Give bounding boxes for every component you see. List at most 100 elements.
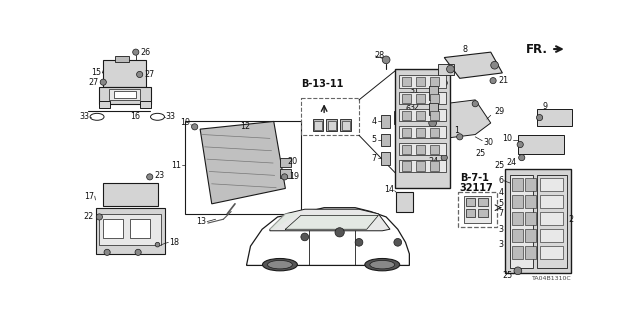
Bar: [415, 111, 425, 120]
Text: 1: 1: [454, 126, 460, 135]
Text: 6: 6: [406, 105, 410, 115]
Text: 32117: 32117: [460, 183, 493, 193]
Polygon shape: [270, 214, 297, 229]
Ellipse shape: [262, 258, 298, 271]
Text: TA04B1310C: TA04B1310C: [532, 276, 572, 281]
Text: 14: 14: [384, 185, 394, 194]
Text: 20: 20: [288, 157, 298, 166]
Text: 24: 24: [506, 158, 516, 167]
Text: 23: 23: [154, 171, 164, 180]
Bar: [415, 77, 425, 86]
Bar: [505, 169, 571, 273]
Circle shape: [335, 228, 344, 237]
Bar: [429, 103, 438, 115]
Circle shape: [429, 119, 436, 127]
Text: 33: 33: [79, 112, 90, 121]
Bar: [458, 192, 497, 227]
Bar: [399, 92, 446, 105]
Bar: [511, 229, 522, 241]
Circle shape: [491, 61, 499, 69]
Bar: [109, 89, 140, 100]
Bar: [415, 161, 425, 171]
Ellipse shape: [90, 113, 104, 120]
Text: 4: 4: [498, 188, 503, 197]
Text: 5: 5: [498, 198, 503, 208]
Bar: [525, 229, 536, 241]
Bar: [429, 161, 439, 171]
Bar: [415, 94, 425, 103]
Text: 19: 19: [180, 118, 190, 128]
Bar: [131, 219, 150, 239]
Polygon shape: [285, 215, 378, 229]
Text: 24: 24: [429, 157, 439, 166]
Text: 27: 27: [88, 78, 99, 87]
Bar: [402, 128, 411, 137]
Ellipse shape: [365, 258, 400, 271]
Text: 24: 24: [429, 83, 439, 92]
Circle shape: [155, 242, 160, 247]
Bar: [415, 145, 425, 154]
Circle shape: [132, 49, 139, 55]
Text: 33: 33: [165, 112, 175, 121]
Polygon shape: [429, 100, 491, 138]
Circle shape: [136, 71, 143, 78]
Text: 7: 7: [498, 209, 503, 218]
Bar: [429, 145, 439, 154]
Text: 25: 25: [476, 149, 486, 158]
Bar: [399, 75, 446, 87]
Polygon shape: [444, 52, 502, 78]
Circle shape: [441, 154, 447, 161]
Polygon shape: [270, 209, 390, 231]
Bar: [525, 178, 536, 191]
Bar: [540, 195, 563, 208]
Circle shape: [191, 124, 198, 130]
Text: 3: 3: [498, 240, 503, 249]
Text: 12: 12: [241, 122, 250, 131]
Text: 5: 5: [372, 136, 377, 145]
Bar: [466, 209, 476, 217]
Bar: [99, 101, 110, 108]
Bar: [429, 128, 439, 137]
Text: 7: 7: [372, 154, 377, 163]
Bar: [402, 161, 411, 171]
Bar: [478, 209, 488, 217]
Bar: [402, 145, 411, 154]
Text: 29: 29: [495, 107, 505, 116]
Bar: [314, 121, 322, 130]
Circle shape: [135, 249, 141, 256]
Text: 26: 26: [140, 48, 150, 57]
Bar: [511, 246, 522, 258]
Bar: [99, 87, 151, 104]
Bar: [478, 198, 488, 206]
Circle shape: [518, 154, 525, 161]
Bar: [99, 214, 161, 245]
Bar: [402, 111, 411, 120]
Bar: [312, 119, 323, 131]
Bar: [399, 143, 446, 155]
Bar: [140, 101, 151, 108]
Bar: [438, 64, 454, 75]
Bar: [103, 183, 157, 206]
Bar: [326, 119, 337, 131]
Bar: [328, 121, 336, 130]
Bar: [540, 178, 563, 191]
Bar: [342, 121, 349, 130]
Text: 10: 10: [502, 134, 513, 143]
Text: 2: 2: [568, 215, 573, 224]
Circle shape: [457, 134, 463, 140]
Bar: [115, 56, 129, 62]
Bar: [429, 94, 439, 103]
Circle shape: [96, 214, 102, 220]
Bar: [340, 119, 351, 131]
Circle shape: [441, 80, 447, 86]
Bar: [429, 111, 439, 120]
Text: B-13-11: B-13-11: [301, 79, 343, 90]
Circle shape: [147, 174, 153, 180]
Bar: [415, 128, 425, 137]
Text: 3: 3: [498, 225, 503, 234]
Bar: [463, 196, 491, 223]
Bar: [540, 229, 563, 241]
Bar: [402, 94, 411, 103]
Bar: [103, 219, 123, 239]
Bar: [301, 98, 359, 135]
